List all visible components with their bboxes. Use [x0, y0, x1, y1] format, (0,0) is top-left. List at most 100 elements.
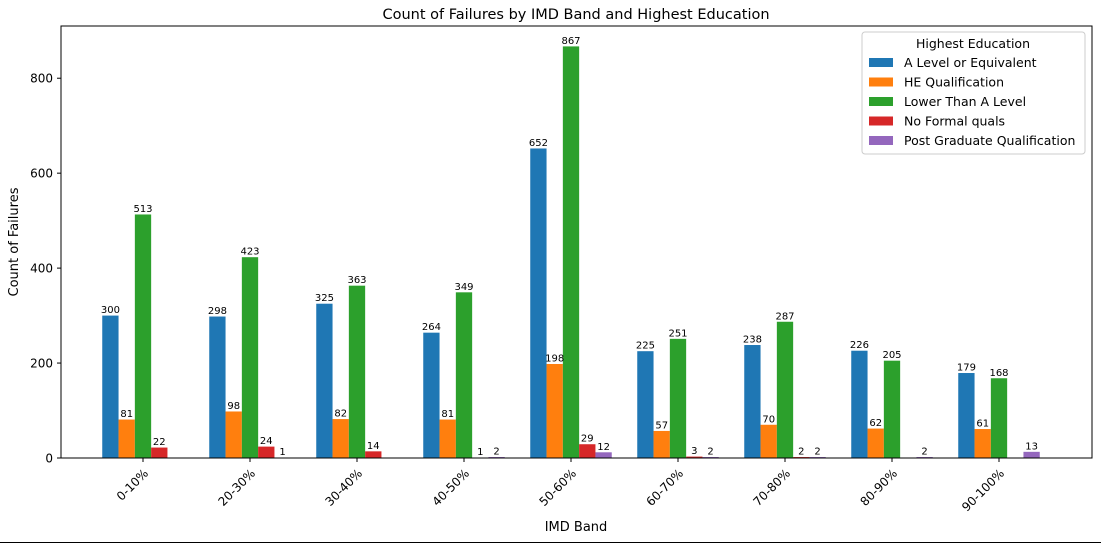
legend: Highest Education A Level or Equivalent H…: [861, 31, 1086, 155]
bar-value-label: 264: [422, 322, 441, 333]
bar-value-label: 81: [120, 409, 133, 420]
bar: [332, 419, 349, 458]
bar: [365, 451, 382, 458]
bar-value-label: 2: [707, 447, 713, 458]
legend-label: Lower Than A Level: [904, 94, 1026, 109]
x-axis: 0-10% 20-30% 30-40% 40-50% 50-60% 60-70% 70-80…: [114, 458, 1007, 514]
bar: [546, 364, 563, 458]
bar-value-label: 867: [561, 36, 580, 47]
bar: [118, 419, 135, 458]
bar: [439, 419, 456, 458]
bar: [225, 411, 242, 458]
y-axis: 0 200 400 600 800: [30, 72, 61, 466]
bar: [102, 315, 119, 458]
bar: [958, 373, 975, 458]
bar: [595, 452, 612, 458]
bar-value-label: 62: [869, 418, 882, 429]
bar: [669, 338, 687, 458]
bar-value-label: 168: [989, 368, 1008, 379]
x-tick-label: 60-70%: [643, 466, 686, 509]
legend-swatch: [869, 77, 893, 87]
x-tick-label: 50-60%: [536, 466, 579, 509]
legend-swatch: [869, 58, 893, 67]
bar-value-label: 81: [441, 409, 454, 420]
bar: [258, 446, 275, 458]
bottom-rule: [0, 542, 1101, 543]
bar: [316, 303, 333, 458]
bar-value-label: 205: [882, 350, 901, 361]
bar: [974, 429, 991, 458]
bar-value-label: 12: [597, 442, 610, 453]
bar-value-label: 287: [775, 311, 794, 322]
bar-value-label: 423: [240, 247, 259, 258]
bars-group: [102, 46, 1040, 459]
bar: [1023, 451, 1040, 458]
bar: [209, 316, 226, 458]
x-tick-label: 90-100%: [959, 466, 1007, 514]
bar-value-label: 29: [581, 434, 594, 445]
bar-value-label: 1: [279, 447, 285, 458]
y-axis-label: Count of Failures: [7, 187, 22, 296]
bar-value-label: 3: [691, 446, 697, 457]
bar: [530, 148, 547, 459]
x-tick-label: 80-90%: [857, 466, 900, 509]
bar-value-label: 22: [153, 437, 166, 448]
bar-value-label: 1: [477, 447, 483, 458]
bar-value-label: 2: [798, 447, 804, 458]
y-tick-label: 600: [30, 167, 53, 181]
bar-value-label: 363: [347, 275, 366, 286]
bar-value-label: 2: [493, 447, 499, 458]
chart-title: Count of Failures by IMD Band and Highes…: [382, 7, 769, 23]
bar: [686, 456, 703, 458]
bar: [867, 428, 884, 458]
bar-value-label: 61: [976, 419, 989, 430]
y-tick-label: 800: [30, 72, 53, 86]
bar: [348, 285, 366, 458]
x-tick-label: 70-80%: [750, 466, 793, 509]
bar: [653, 430, 670, 458]
bar-value-label: 70: [762, 414, 775, 425]
bar-value-label: 2: [921, 447, 927, 458]
bar: [423, 332, 440, 458]
bar-value-label: 238: [743, 335, 762, 346]
bar-value-label: 300: [101, 305, 120, 316]
x-tick-label: 30-40%: [322, 466, 365, 509]
bar-value-label: 349: [454, 282, 473, 293]
bar-value-label: 2: [814, 447, 820, 458]
bar: [760, 424, 777, 458]
bar: [744, 345, 761, 458]
bar: [134, 214, 152, 458]
bar-value-label: 57: [655, 420, 668, 431]
legend-label: No Formal quals: [904, 114, 1005, 129]
bar: [883, 360, 901, 458]
legend-box: [861, 31, 1086, 155]
bar: [851, 350, 868, 458]
bar-value-label: 225: [636, 341, 655, 352]
bar: [455, 292, 473, 458]
bar-value-label: 179: [957, 363, 976, 374]
legend-swatch: [869, 136, 893, 145]
x-tick-label: 40-50%: [429, 466, 472, 509]
y-tick-label: 0: [45, 452, 53, 466]
legend-swatch: [869, 97, 893, 106]
bar-value-label: 325: [315, 293, 334, 304]
bar: [579, 444, 596, 458]
bar-value-label: 513: [133, 204, 152, 215]
bar-value-label: 82: [334, 409, 347, 420]
bar-labels-group: 3008151322298984232413258236314264813491…: [101, 36, 1038, 458]
bar-value-label: 298: [208, 306, 227, 317]
y-tick-label: 200: [30, 357, 53, 371]
legend-label: A Level or Equivalent: [904, 55, 1037, 70]
bar: [151, 447, 168, 458]
x-axis-label: IMD Band: [545, 520, 608, 535]
bar-value-label: 251: [668, 328, 687, 339]
x-tick-label: 20-30%: [215, 466, 258, 509]
legend-title: Highest Education: [916, 36, 1030, 51]
x-tick-label: 0-10%: [114, 466, 151, 503]
bar: [562, 46, 580, 458]
plot-frame: [60, 25, 1093, 459]
bar: [776, 321, 794, 458]
bar: [637, 351, 654, 458]
bar: [241, 257, 259, 458]
